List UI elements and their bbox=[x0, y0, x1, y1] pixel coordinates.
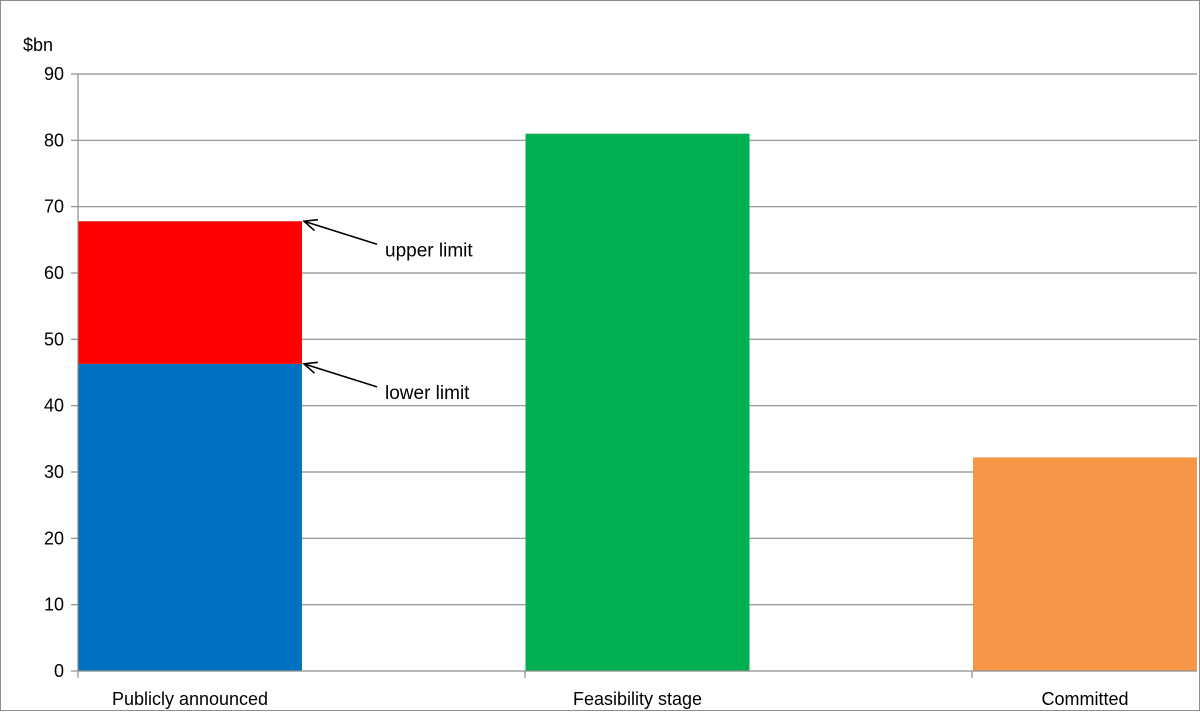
axes bbox=[77, 74, 1197, 672]
bars bbox=[78, 133, 1197, 671]
bar-2-segment-3 bbox=[973, 457, 1197, 671]
y-tick-label-50: 50 bbox=[44, 329, 64, 349]
annotation-arrowhead-0 bbox=[302, 218, 318, 232]
y-tick-label-0: 0 bbox=[54, 661, 64, 681]
x-category-label-1: Feasibility stage bbox=[573, 689, 702, 709]
bar-0-segment-1 bbox=[78, 221, 302, 364]
x-category-label-0: Publicly announced bbox=[112, 689, 268, 709]
y-tick-label-80: 80 bbox=[44, 130, 64, 150]
x-category-labels: Publicly announced Feasibility stage Commi… bbox=[112, 689, 1129, 709]
y-tick-label-60: 60 bbox=[44, 263, 64, 283]
y-tick-label-10: 10 bbox=[44, 595, 64, 615]
y-tick-labels: 0 10 20 30 40 50 60 70 80 90 bbox=[44, 64, 64, 681]
annotation-arrowhead-1 bbox=[302, 361, 318, 374]
y-tick-label-30: 30 bbox=[44, 462, 64, 482]
bar-1-segment-2 bbox=[525, 133, 750, 671]
annotation-label-0: upper limit bbox=[385, 240, 473, 261]
bar-0-segment-0 bbox=[78, 363, 302, 671]
x-category-label-2: Committed bbox=[1041, 689, 1128, 709]
y-tick-label-40: 40 bbox=[44, 396, 64, 416]
annotation-arrow-1 bbox=[303, 363, 378, 388]
y-tick-label-90: 90 bbox=[44, 64, 64, 84]
annotation-label-1: lower limit bbox=[385, 383, 470, 404]
annotation-arrow-0 bbox=[303, 220, 378, 246]
annotations: upper limit lower limit bbox=[302, 218, 473, 404]
y-tick-label-20: 20 bbox=[44, 528, 64, 548]
y-tick-label-70: 70 bbox=[44, 197, 64, 217]
y-axis-unit-label: $bn bbox=[23, 35, 53, 55]
